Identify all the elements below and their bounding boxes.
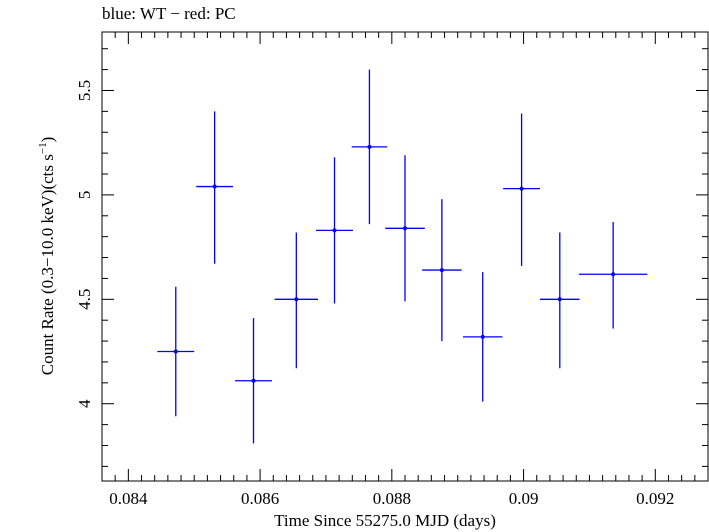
point-marker <box>173 349 178 354</box>
x-tick-label: 0.088 <box>373 489 411 508</box>
data-point <box>462 272 503 402</box>
y-tick-label: 4.5 <box>75 289 94 310</box>
point-marker <box>212 184 217 189</box>
y-axis-label: Count Rate (0.3−10.0 keV)(cts s−1) <box>37 137 57 376</box>
point-marker <box>439 268 444 273</box>
y-axis-label-end: ) <box>38 137 57 143</box>
x-tick-label: 0.086 <box>241 489 279 508</box>
x-axis-ticks: 0.084 0.086 0.088 0.09 0.092 <box>101 32 709 508</box>
data-point <box>157 286 195 417</box>
y-axis-label-main: Count Rate (0.3−10.0 keV)(cts s <box>38 154 57 375</box>
y-tick-label: 5.5 <box>75 80 94 101</box>
x-tick-label: 0.084 <box>109 489 148 508</box>
point-marker <box>294 297 299 302</box>
data-point <box>274 232 319 369</box>
y-axis-label-sup: −1 <box>37 142 49 154</box>
data-point <box>235 318 272 444</box>
y-axis-ticks: 4 4.5 5 5.5 <box>75 48 708 467</box>
x-tick-label: 0.09 <box>509 489 539 508</box>
y-tick-label: 4 <box>75 399 94 408</box>
point-marker <box>332 228 337 233</box>
data-point <box>196 111 234 264</box>
chart-title: blue: WT − red: PC <box>102 4 236 23</box>
point-marker <box>611 272 616 277</box>
data-point <box>385 155 425 302</box>
point-marker <box>557 297 562 302</box>
point-marker <box>480 334 485 339</box>
data-point <box>503 113 541 266</box>
data-point <box>422 199 462 342</box>
data-point <box>540 232 580 369</box>
point-marker <box>251 378 256 383</box>
x-axis-label: Time Since 55275.0 MJD (days) <box>274 511 496 530</box>
point-marker <box>519 186 524 191</box>
data-series <box>157 69 648 444</box>
data-point <box>351 69 388 225</box>
x-tick-label: 0.092 <box>636 489 674 508</box>
point-marker <box>403 226 407 231</box>
y-tick-label: 5 <box>75 191 94 200</box>
data-point <box>316 157 353 304</box>
data-point <box>578 222 648 329</box>
point-marker <box>367 144 372 149</box>
